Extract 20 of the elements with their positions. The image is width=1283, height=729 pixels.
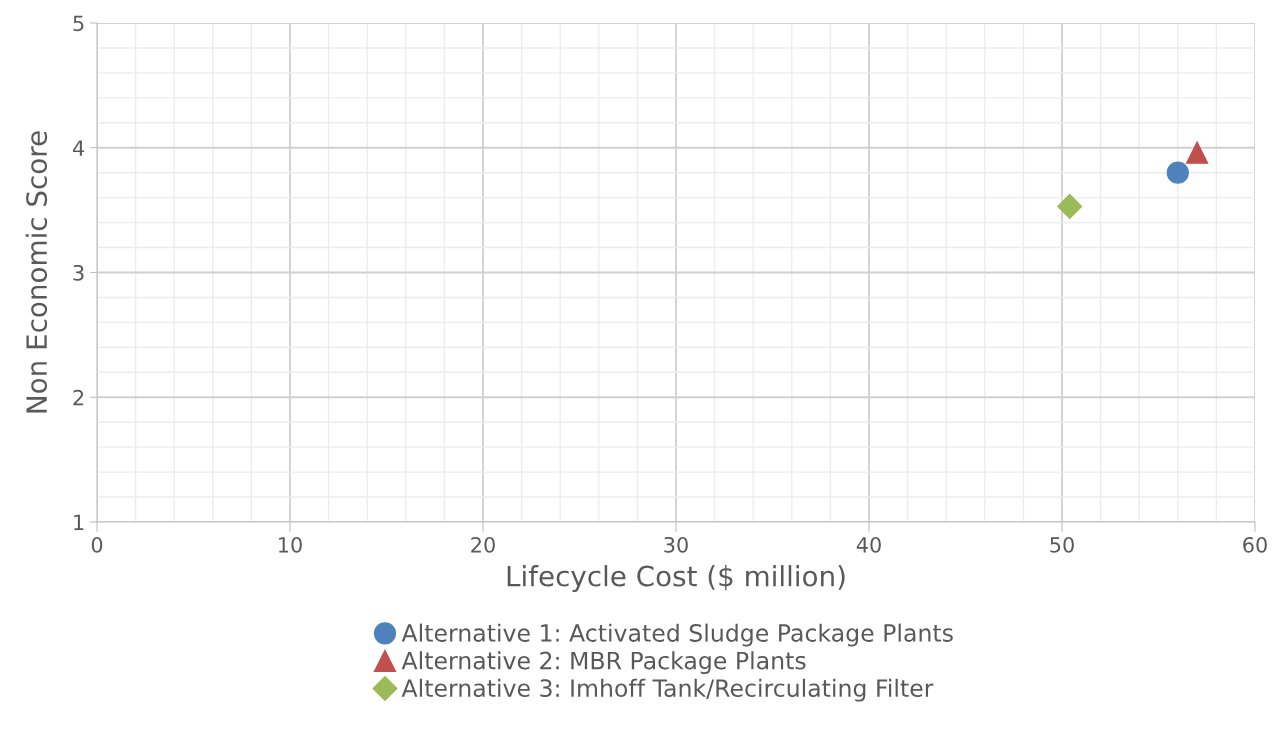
x-tick-label: 10 — [279, 536, 302, 553]
legend-label: Alternative 1: Activated Sludge Package Plants — [401, 623, 953, 647]
point — [1057, 193, 1083, 219]
point — [1185, 141, 1209, 164]
y-tick-label: 4 — [72, 140, 85, 156]
x-axis-title: Lifecycle Cost ($ million) — [507, 565, 845, 592]
x-tick-label: 50 — [1050, 536, 1074, 553]
x-tick-label: 40 — [856, 536, 881, 553]
y-tick-label: 3 — [73, 264, 84, 281]
y-tick-label: 5 — [73, 15, 84, 32]
y-tick-label: 1 — [74, 514, 84, 530]
y-tick-label: 2 — [73, 389, 84, 406]
x-tick-label: 0 — [91, 536, 103, 553]
legend-label: Alternative 2: MBR Package Plants — [401, 651, 806, 675]
x-tick-label: 30 — [664, 536, 688, 553]
y-axis-title: Non Economic Score — [25, 131, 48, 413]
point — [1166, 161, 1189, 184]
x-tick-label: 60 — [1243, 536, 1267, 553]
x-tick-label: 20 — [471, 536, 495, 553]
legend-label: Alternative 3: Imhoff Tank/Recirculating Filter — [401, 678, 934, 702]
